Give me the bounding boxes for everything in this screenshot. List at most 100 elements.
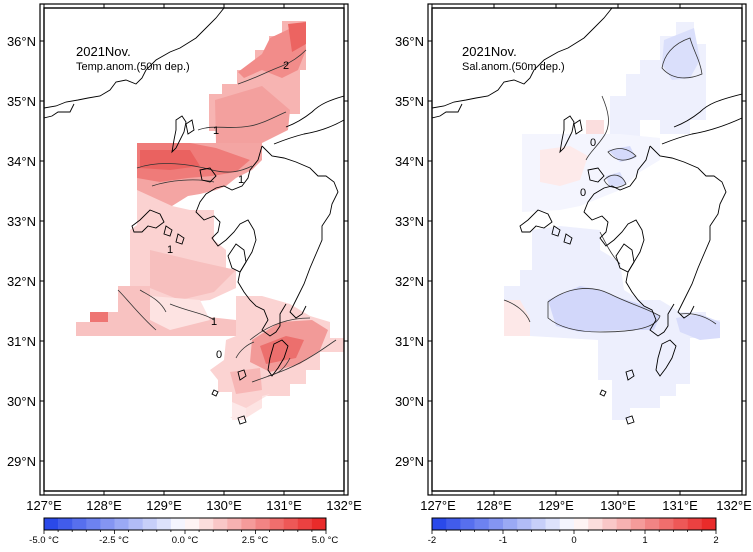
x-tick-label: 128°E xyxy=(476,498,512,513)
colorbar-swatch xyxy=(687,518,703,530)
y-tick-label: 31°N xyxy=(7,334,36,349)
sal-map-title: 2021Nov. xyxy=(462,44,517,59)
temp-map-subtitle: Temp.anom.(50m dep.) xyxy=(76,61,190,73)
colorbar-swatch xyxy=(283,518,299,530)
x-tick-label: 132°E xyxy=(716,498,752,513)
sal-colorbar xyxy=(431,517,717,534)
colorbar-swatch xyxy=(311,518,327,530)
y-tick-label: 36°N xyxy=(7,34,36,49)
y-tick-label: 35°N xyxy=(395,94,424,109)
x-tick-label: 129°E xyxy=(146,498,182,513)
sal-contour-labels: 0 0 xyxy=(580,137,596,199)
colorbar-label: -5.0 °C xyxy=(29,535,59,546)
colorbar-swatch xyxy=(588,518,603,530)
colorbar-label: 0 xyxy=(571,535,576,546)
contour-label: 0 xyxy=(580,187,586,199)
y-tick-label: 36°N xyxy=(395,34,424,49)
temp-colorbar xyxy=(43,517,327,534)
temp-map-panel: 2 1 1 1 1 0 2021Nov. Temp.anom.(50m dep.… xyxy=(7,3,362,546)
colorbar-swatch xyxy=(673,518,688,530)
colorbar-swatch xyxy=(128,518,143,530)
colorbar-swatch xyxy=(297,518,313,530)
x-tick-label: 131°E xyxy=(662,498,698,513)
colorbar-label: 1 xyxy=(642,535,647,546)
y-tick-label: 31°N xyxy=(395,334,424,349)
temp-colorbar-labels: -5.0 °C -2.5 °C 0.0 °C 2.5 °C 5.0 °C xyxy=(29,535,338,546)
colorbar-label: -1 xyxy=(499,535,507,546)
contour-label: 1 xyxy=(211,316,217,328)
colorbar-swatch xyxy=(227,518,242,530)
colorbar-swatch xyxy=(545,518,561,530)
y-tick-label: 33°N xyxy=(7,214,36,229)
temp-x-axis: 127°E 128°E 129°E 130°E 131°E 132°E xyxy=(26,498,362,513)
y-tick-label: 34°N xyxy=(7,154,36,169)
sal-anomaly-field xyxy=(504,22,720,420)
colorbar-label: 0.0 °C xyxy=(172,535,199,546)
temp-y-axis: 36°N 35°N 34°N 33°N 32°N 31°N 30°N 29°N xyxy=(7,34,36,469)
colorbar-swatch xyxy=(114,518,129,530)
colorbar-label: -2.5 °C xyxy=(99,535,129,546)
x-tick-label: 127°E xyxy=(26,498,62,513)
colorbar-swatch xyxy=(199,518,214,530)
colorbar-label: 5.0 °C xyxy=(312,535,339,546)
colorbar-swatch xyxy=(241,518,256,530)
sal-contours xyxy=(503,37,717,333)
colorbar-swatch xyxy=(460,518,475,530)
colorbar-swatch xyxy=(645,518,660,530)
x-tick-label: 129°E xyxy=(538,498,574,513)
contour-label: 1 xyxy=(167,244,173,256)
sal-coastlines xyxy=(432,8,742,425)
sal-map-frame xyxy=(431,7,743,492)
sal-y-axis: 36°N 35°N 34°N 33°N 32°N 31°N 30°N 29°N xyxy=(395,34,424,469)
y-tick-label: 30°N xyxy=(395,394,424,409)
colorbar-swatch xyxy=(156,518,172,530)
colorbar-label: -2 xyxy=(428,535,436,546)
contour-label: 0 xyxy=(590,137,596,149)
y-tick-label: 34°N xyxy=(395,154,424,169)
y-tick-label: 29°N xyxy=(7,454,36,469)
colorbar-label: 2 xyxy=(713,535,718,546)
colorbar-swatch xyxy=(503,518,518,530)
x-tick-label: 131°E xyxy=(266,498,302,513)
x-tick-label: 132°E xyxy=(326,498,362,513)
colorbar-swatch xyxy=(44,518,59,530)
colorbar-swatch xyxy=(213,518,228,530)
colorbar-swatch xyxy=(602,518,617,530)
colorbar-swatch xyxy=(170,518,186,530)
y-tick-label: 29°N xyxy=(395,454,424,469)
colorbar-swatch xyxy=(488,518,504,530)
colorbar-swatch xyxy=(86,518,101,530)
temp-map-title: 2021Nov. xyxy=(76,44,131,59)
temp-coastlines xyxy=(44,8,344,425)
colorbar-swatch xyxy=(100,518,115,530)
contour-label: 0 xyxy=(216,349,222,361)
x-tick-label: 130°E xyxy=(206,498,242,513)
sal-x-axis: 127°E 128°E 129°E 130°E 131°E 132°E xyxy=(420,498,752,513)
temp-ticks xyxy=(40,4,348,495)
x-tick-label: 128°E xyxy=(86,498,122,513)
sal-colorbar-labels: -2 -1 0 1 2 xyxy=(428,535,719,546)
contour-label: 2 xyxy=(283,60,289,72)
colorbar-swatch xyxy=(559,518,575,530)
temp-contour-labels: 2 1 1 1 1 0 xyxy=(167,60,289,361)
colorbar-swatch xyxy=(269,518,284,530)
colorbar-swatch xyxy=(701,518,717,530)
colorbar-swatch xyxy=(474,518,490,530)
y-tick-label: 32°N xyxy=(7,274,36,289)
colorbar-swatch xyxy=(630,518,646,530)
colorbar-swatch xyxy=(616,518,632,530)
y-tick-label: 35°N xyxy=(7,94,36,109)
x-tick-label: 130°E xyxy=(600,498,636,513)
colorbar-swatch xyxy=(517,518,532,530)
y-tick-label: 33°N xyxy=(395,214,424,229)
colorbar-swatch xyxy=(432,518,447,530)
colorbar-swatch xyxy=(531,518,546,530)
colorbar-swatch xyxy=(58,518,73,530)
sal-ticks xyxy=(428,4,746,495)
colorbar-label: 2.5 °C xyxy=(242,535,269,546)
colorbar-swatch xyxy=(255,518,270,530)
contour-label: 1 xyxy=(238,174,244,186)
colorbar-swatch xyxy=(185,518,200,530)
colorbar-swatch xyxy=(574,518,589,530)
